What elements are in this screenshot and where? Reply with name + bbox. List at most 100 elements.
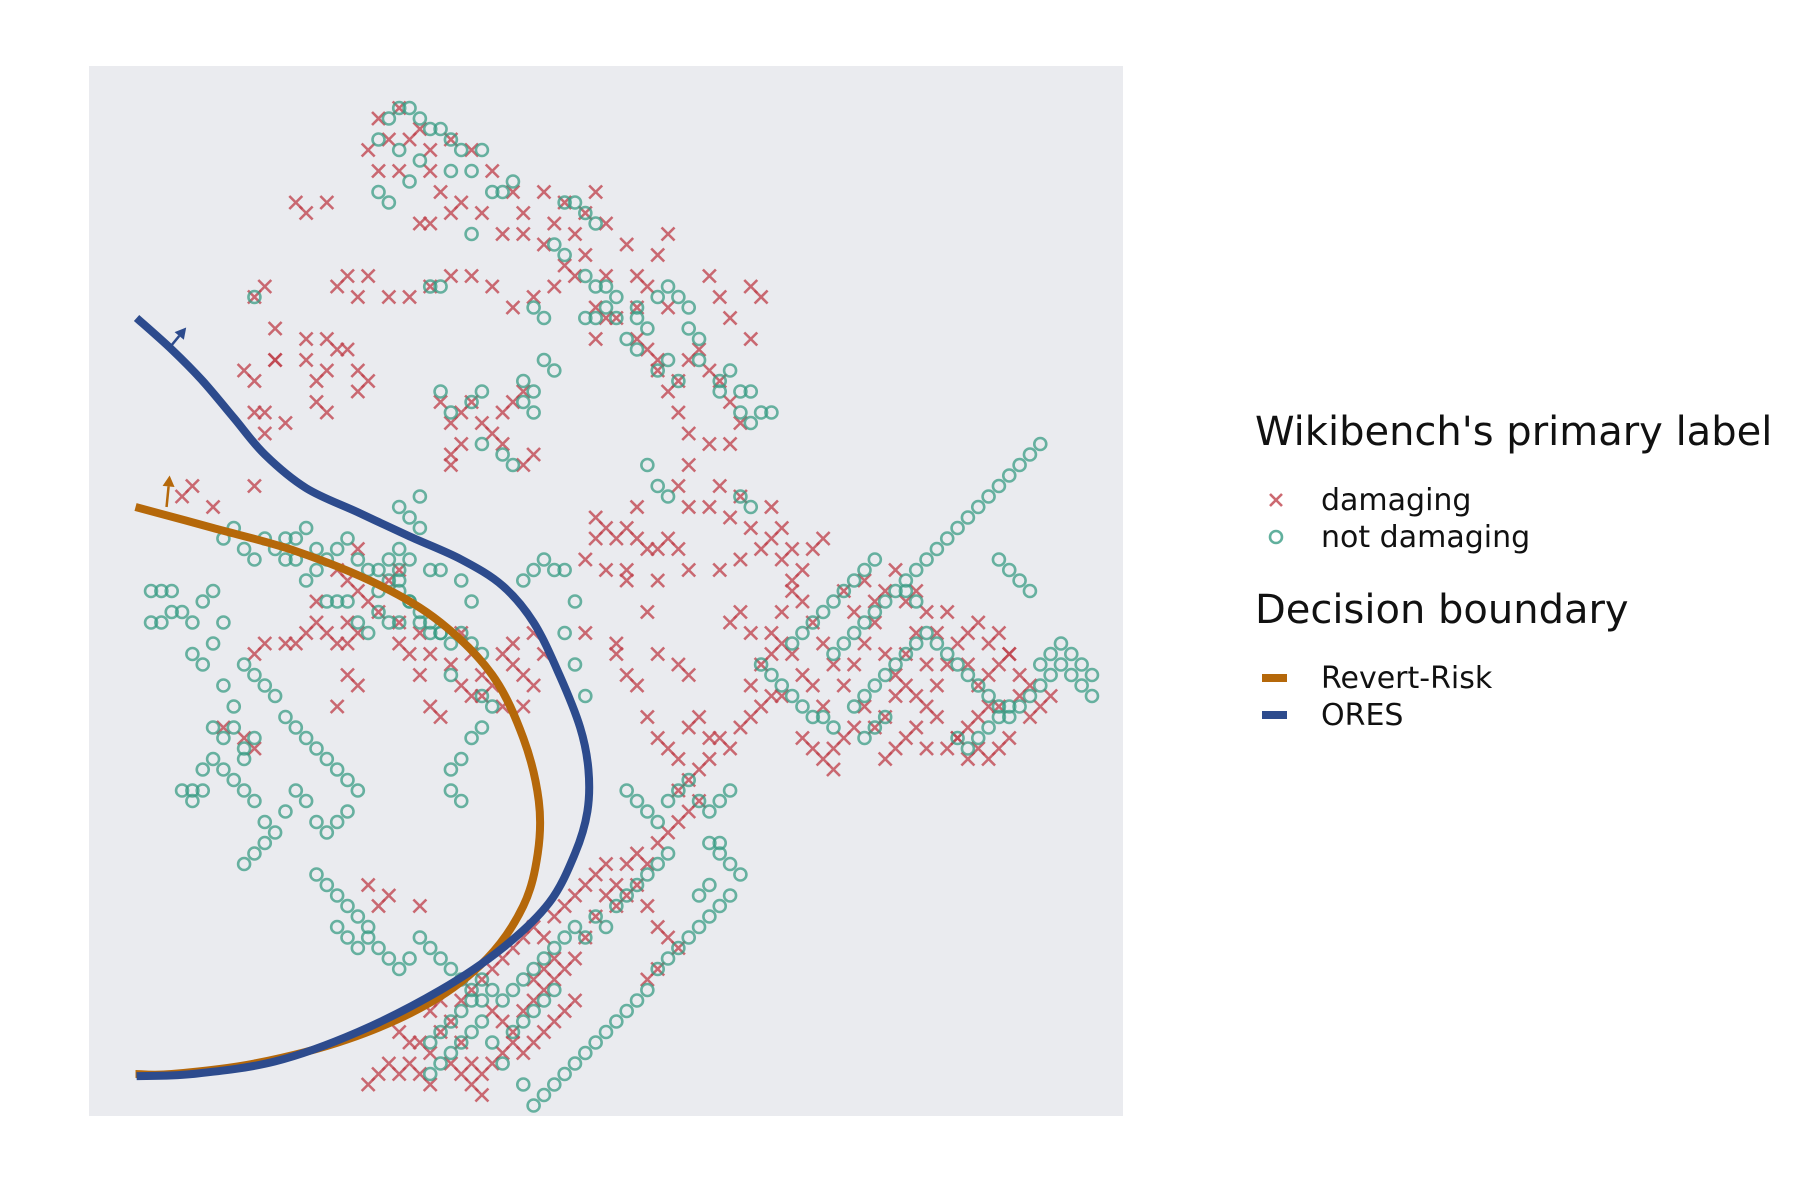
not-damaging-point — [216, 730, 231, 746]
not-damaging-point — [433, 1024, 448, 1040]
damaging-point — [733, 415, 748, 431]
damaging-point — [722, 394, 738, 410]
damaging-point — [722, 510, 738, 525]
not-damaging-point — [1012, 573, 1027, 588]
damaging-point — [278, 636, 293, 651]
damaging-point — [360, 268, 376, 284]
not-damaging-point — [619, 331, 634, 347]
not-damaging-point — [515, 373, 531, 389]
not-damaging-point — [857, 730, 872, 746]
not-damaging-point — [640, 804, 655, 819]
damaging-point — [836, 678, 852, 693]
not-damaging-point — [391, 562, 407, 578]
damaging-point — [360, 877, 376, 893]
not-damaging-point — [298, 793, 314, 809]
not-damaging-point — [609, 289, 624, 305]
not-damaging-point — [650, 856, 666, 872]
damaging-point — [598, 562, 614, 578]
not-damaging-point — [474, 720, 490, 735]
not-damaging-point — [443, 132, 459, 147]
damaging-point — [443, 657, 459, 672]
damaging-point — [598, 310, 614, 326]
not-damaging-point — [247, 730, 262, 746]
damaging-point — [526, 289, 542, 305]
damaging-point — [722, 741, 738, 756]
damaging-point — [1022, 678, 1038, 693]
not-damaging-point — [474, 142, 490, 158]
damaging-point — [681, 426, 697, 441]
not-damaging-point — [288, 783, 304, 798]
not-damaging-point — [495, 447, 510, 462]
damaging-point — [929, 625, 945, 641]
not-damaging-point — [826, 646, 841, 662]
not-damaging-point — [536, 552, 552, 567]
damaging-point — [536, 237, 552, 252]
damaging-point — [919, 657, 934, 672]
damaging-point — [722, 310, 738, 326]
not-damaging-point — [629, 310, 645, 326]
damaging-point — [753, 699, 769, 714]
not-damaging-point — [340, 531, 355, 546]
damaging-point — [939, 604, 955, 620]
damaging-point — [422, 163, 438, 179]
not-damaging-point — [588, 1035, 603, 1050]
not-damaging-point — [412, 153, 428, 168]
damaging-point — [340, 268, 355, 284]
not-damaging-point — [722, 363, 738, 378]
not-damaging-point — [846, 573, 862, 588]
damaging-point — [639, 342, 655, 357]
not-damaging-point — [753, 657, 769, 672]
not-damaging-point — [329, 541, 345, 557]
damaging-point — [598, 216, 614, 231]
not-damaging-point — [784, 688, 800, 704]
not-damaging-point — [329, 888, 345, 903]
damaging-point — [588, 331, 604, 347]
not-damaging-point — [340, 594, 355, 609]
damaging-point — [319, 363, 335, 378]
damaging-point — [991, 625, 1007, 641]
not-damaging-point — [609, 898, 624, 914]
not-damaging-point — [650, 814, 666, 830]
damaging-point — [826, 762, 841, 777]
damaging-point — [412, 667, 428, 683]
not-damaging-point — [453, 751, 469, 767]
not-damaging-point — [474, 688, 490, 704]
not-damaging-point — [309, 814, 324, 830]
not-damaging-point — [567, 594, 583, 609]
not-damaging-point — [505, 457, 521, 473]
not-damaging-point — [360, 930, 376, 945]
not-damaging-point — [650, 289, 666, 305]
not-damaging-point — [888, 583, 903, 599]
not-damaging-point — [846, 625, 862, 641]
not-damaging-point — [402, 951, 417, 966]
not-damaging-point — [422, 1035, 438, 1050]
not-damaging-point — [743, 499, 759, 515]
not-damaging-point — [236, 751, 252, 767]
damaging-point — [691, 709, 707, 725]
not-damaging-point — [464, 163, 479, 179]
not-damaging-point — [1012, 699, 1027, 714]
damaging-point — [464, 268, 479, 284]
not-damaging-point — [877, 667, 893, 683]
not-damaging-point — [877, 709, 893, 725]
damaging-point — [402, 646, 417, 662]
not-damaging-point — [1022, 583, 1038, 599]
not-damaging-point — [557, 247, 572, 263]
not-damaging-point — [195, 657, 211, 672]
not-damaging-point — [143, 583, 159, 599]
revert-risk-direction-arrow-icon — [162, 475, 175, 508]
not-damaging-point — [422, 625, 438, 641]
not-damaging-point — [164, 583, 180, 599]
damaging-point — [784, 583, 800, 599]
legend-label-ores: ORES — [1321, 698, 1404, 733]
not-damaging-point — [733, 489, 748, 504]
not-damaging-point — [391, 573, 407, 588]
damaging-point — [629, 678, 645, 693]
damaging-point — [919, 741, 934, 756]
not-damaging-point — [391, 541, 407, 557]
not-damaging-point — [826, 720, 841, 735]
damaging-point — [577, 625, 593, 641]
not-damaging-point — [236, 783, 252, 798]
not-damaging-point — [185, 793, 200, 809]
not-damaging-point — [154, 615, 169, 630]
